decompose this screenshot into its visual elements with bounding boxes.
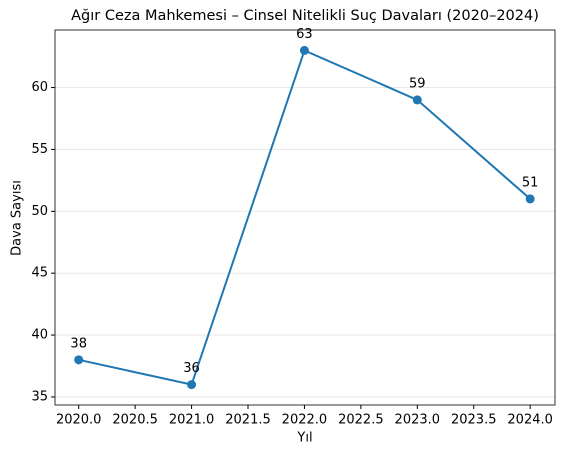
x-tick-label: 2021.5: [225, 413, 271, 428]
data-label: 63: [296, 27, 313, 42]
x-tick-label: 2022.5: [338, 413, 384, 428]
y-tick-label: 60: [31, 80, 48, 95]
data-point: [74, 355, 84, 365]
y-tick-label: 55: [31, 142, 48, 157]
data-point: [187, 380, 197, 390]
x-tick-label: 2020.0: [56, 413, 102, 428]
y-tick-label: 40: [31, 328, 48, 343]
x-axis-label: Yıl: [296, 431, 312, 446]
data-label: 59: [409, 76, 426, 91]
plot-frame: [54, 29, 556, 406]
data-line: [78, 49, 531, 386]
x-tick-label: 2023.0: [395, 413, 441, 428]
x-tick-label: 2023.5: [451, 413, 497, 428]
data-label: 51: [522, 175, 539, 190]
data-label: 36: [183, 361, 200, 376]
x-tick-label: 2022.0: [282, 413, 328, 428]
y-tick-label: 45: [31, 266, 48, 281]
data-point: [525, 194, 535, 204]
x-tick-label: 2024.0: [507, 413, 553, 428]
y-tick-label: 35: [31, 389, 48, 404]
x-tick-label: 2021.0: [169, 413, 215, 428]
chart-title: Ağır Ceza Mahkemesi – Cinsel Nitelikli S…: [71, 8, 539, 24]
y-axis-label: Dava Sayısı: [10, 180, 25, 256]
data-label: 38: [70, 336, 87, 351]
y-tick-label: 50: [31, 204, 48, 219]
data-point: [412, 95, 422, 105]
data-point: [299, 45, 309, 55]
x-tick-label: 2020.5: [112, 413, 158, 428]
